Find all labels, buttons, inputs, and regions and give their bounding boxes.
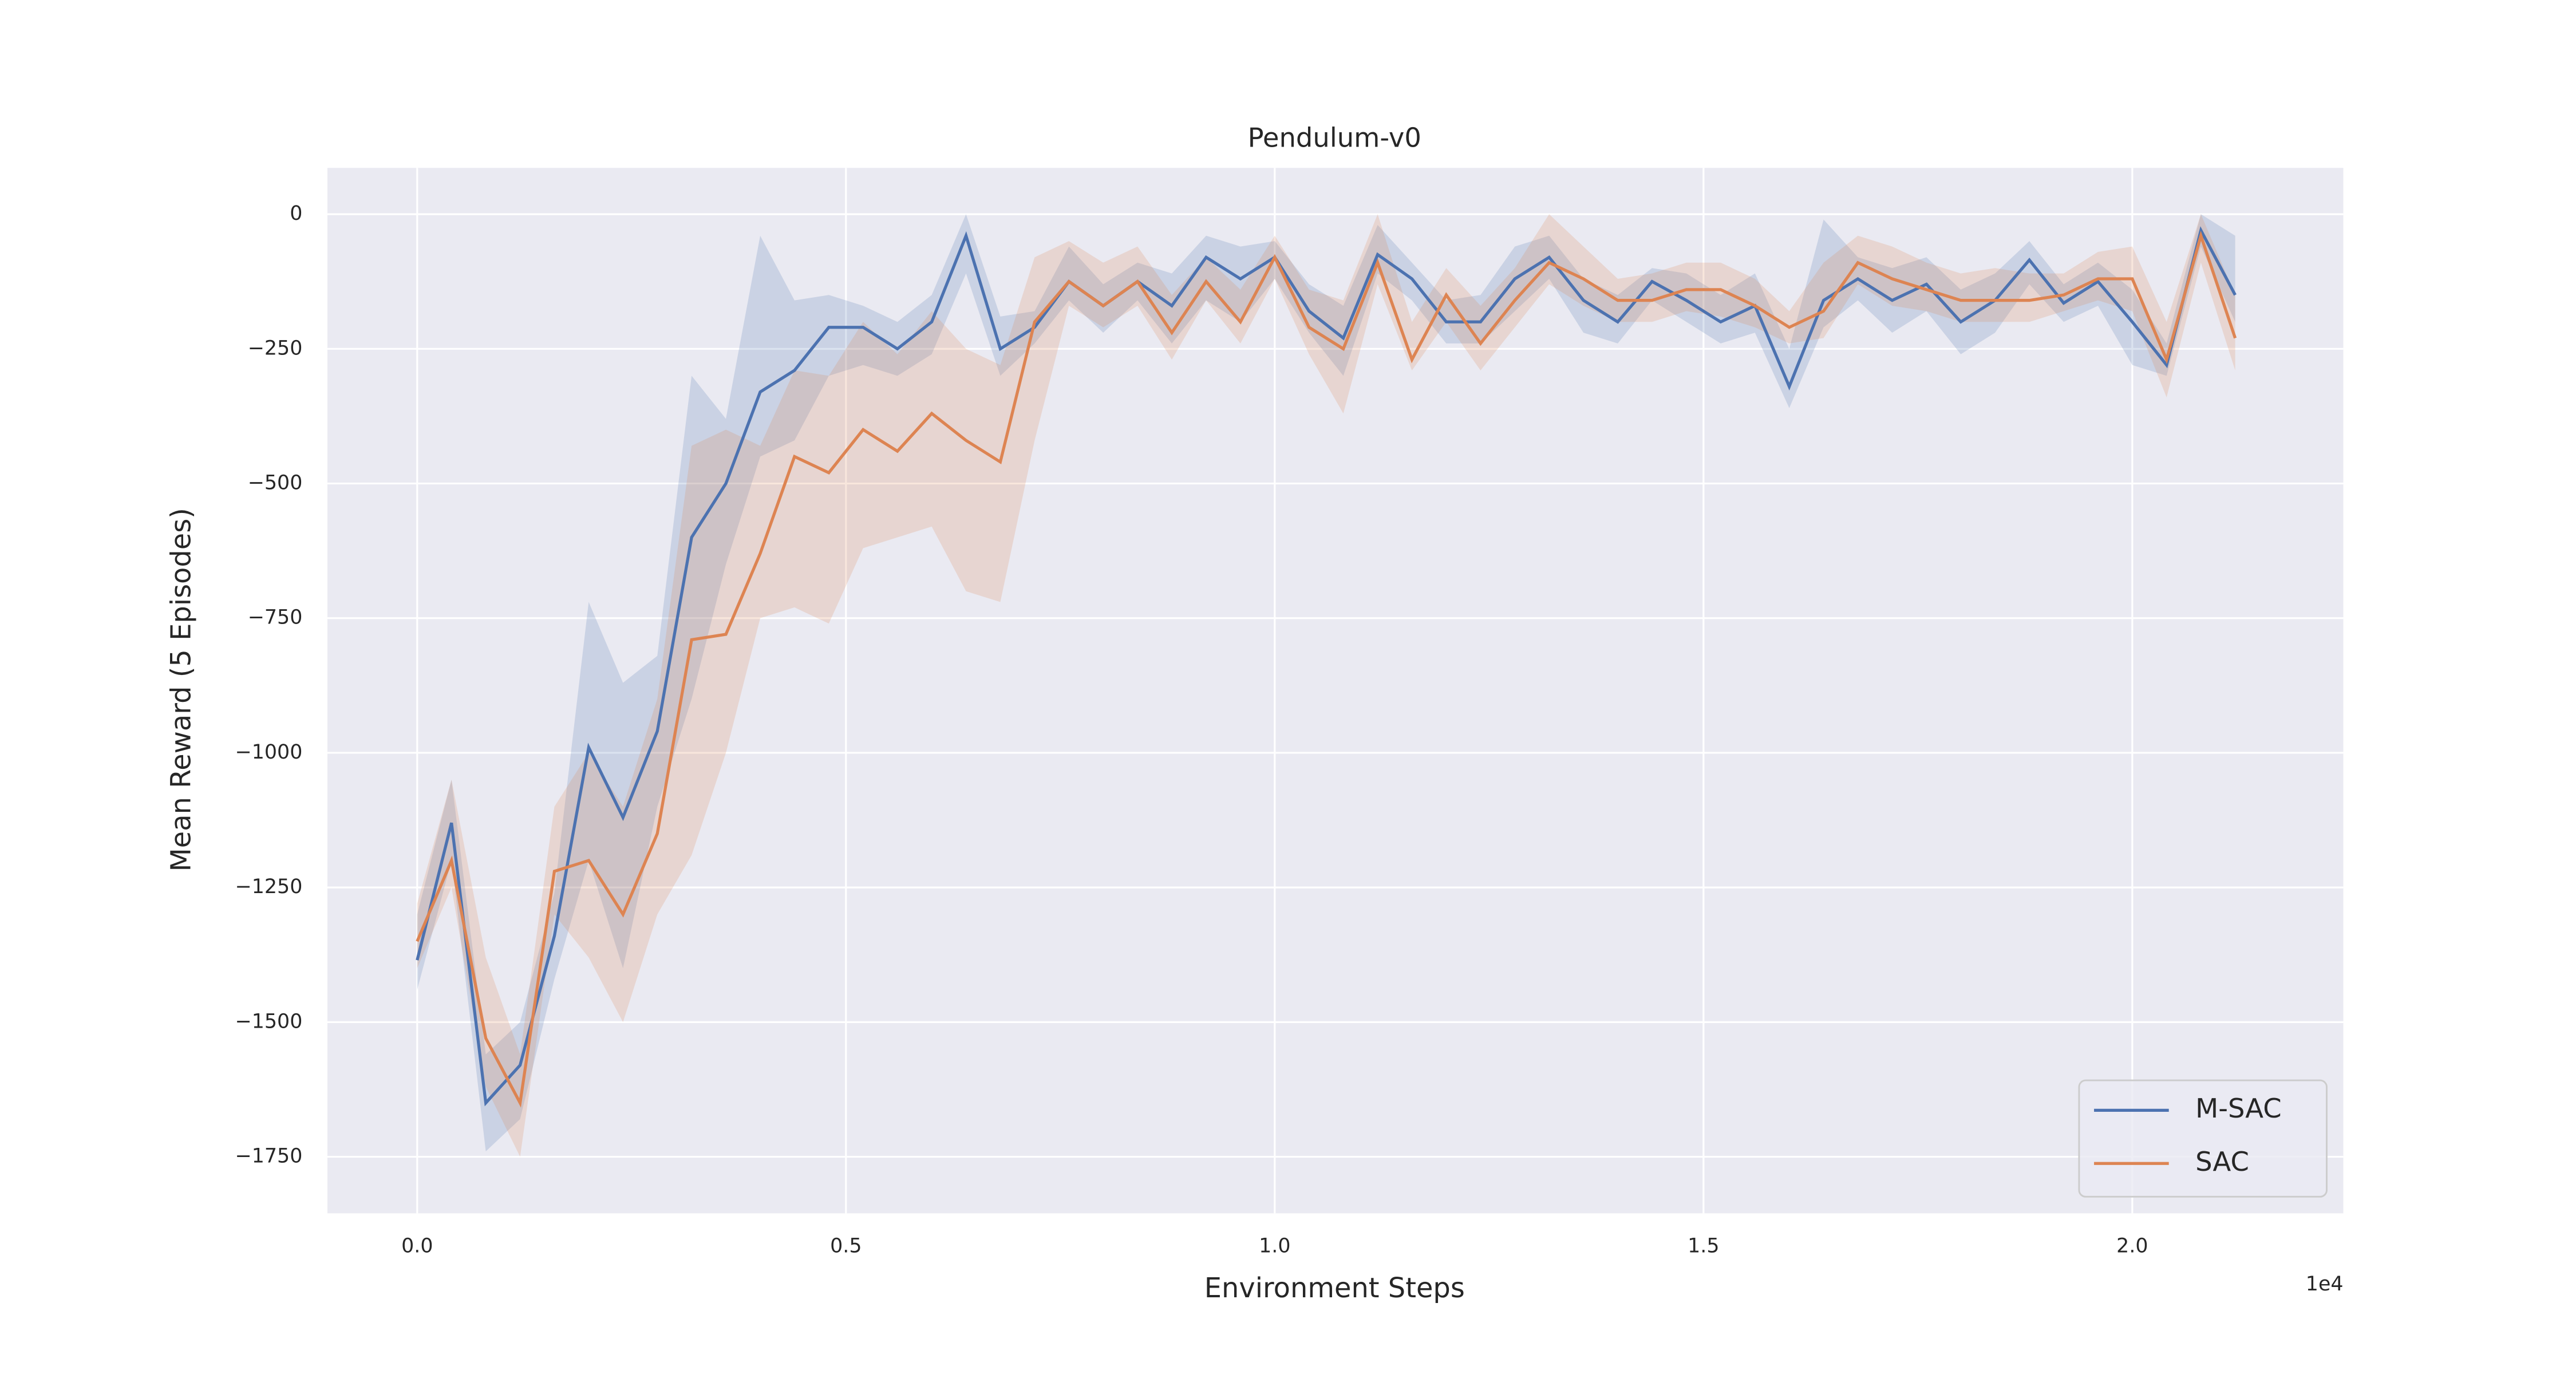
x-tick-label: 1.0 [1259, 1234, 1290, 1257]
y-tick-label: −1000 [235, 741, 303, 764]
chart-title: Pendulum-v0 [1248, 122, 1421, 153]
legend-label: M-SAC [2195, 1093, 2282, 1124]
x-tick-label: 0.0 [401, 1234, 433, 1257]
legend-label: SAC [2195, 1146, 2249, 1177]
y-tick-label: −1500 [235, 1010, 303, 1033]
x-tick-label: 1.5 [1688, 1234, 1719, 1257]
confidence-band [417, 214, 2235, 1157]
y-tick-label: −1250 [235, 875, 303, 898]
y-axis-label: Mean Reward (5 Episodes) [165, 508, 197, 871]
y-tick-label: 0 [290, 202, 302, 225]
series-line [416, 230, 2237, 1108]
y-tick-label: −500 [248, 472, 303, 495]
y-tick-label: −1750 [235, 1145, 303, 1168]
y-tick-label: −750 [248, 606, 303, 629]
y-tick-label: −250 [248, 337, 303, 360]
x-tick-label: 2.0 [2116, 1234, 2148, 1257]
x-tick-label: 0.5 [830, 1234, 862, 1257]
confidence-band [417, 214, 2235, 1152]
legend: M-SAC SAC [2078, 1079, 2328, 1198]
x-axis-label: Environment Steps [1204, 1273, 1465, 1304]
x-offset-label: 1e4 [2306, 1273, 2344, 1296]
